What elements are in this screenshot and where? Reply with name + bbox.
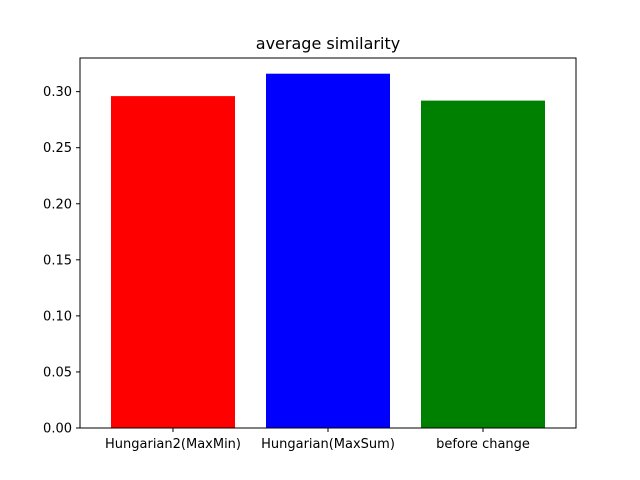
- bar-3: [421, 100, 545, 429]
- x-tick-label: Hungarian2(MaxMin): [105, 437, 241, 452]
- bars-layer: [111, 73, 545, 429]
- y-tick-label: 0.30: [43, 85, 72, 100]
- bar-2: [266, 73, 390, 428]
- plot-area-frame: [79, 57, 577, 429]
- x-tick-label: Hungarian(MaxSum): [261, 437, 395, 452]
- y-tick-label: 0.20: [43, 197, 72, 212]
- ticks-layer: Hungarian2(MaxMin) Hungarian(MaxSum) befor…: [43, 85, 530, 452]
- y-tick-label: 0.15: [43, 253, 72, 268]
- chart-title: average similarity: [256, 34, 400, 53]
- y-tick-label: 0.10: [43, 309, 72, 324]
- y-tick-label: 0.25: [43, 141, 72, 156]
- bar-1: [111, 96, 235, 429]
- y-tick-label: 0.05: [43, 365, 72, 380]
- y-tick-label: 0.00: [43, 422, 72, 437]
- x-tick-label: before change: [436, 437, 530, 452]
